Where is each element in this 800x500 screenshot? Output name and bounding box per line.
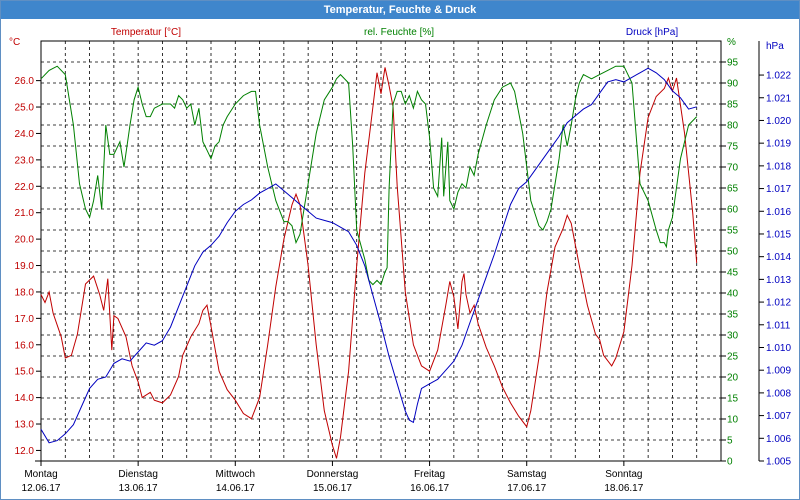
- pressure-tick-label: 1.014: [766, 252, 791, 263]
- humidity-tick-label: 85: [727, 100, 739, 111]
- humidity-series-label: rel. Feuchte [%]: [364, 27, 434, 38]
- axes: [35, 40, 764, 466]
- humidity-tick-label: 45: [727, 268, 739, 279]
- temperature-tick-label: 23.0: [15, 155, 35, 166]
- day-date-label: 13.06.17: [119, 483, 158, 494]
- humidity-tick-label: 90: [727, 79, 739, 90]
- humidity-tick-label: 60: [727, 205, 739, 216]
- pressure-tick-label: 1.015: [766, 229, 791, 240]
- day-weekday-label: Donnerstag: [307, 469, 359, 480]
- temperature-tick-label: 18.0: [15, 287, 35, 298]
- humidity-tick-label: 75: [727, 142, 739, 153]
- humidity-tick-label: 25: [727, 352, 739, 363]
- pressure-tick-label: 1.008: [766, 388, 791, 399]
- pressure-tick-label: 1.007: [766, 411, 791, 422]
- pressure-tick-label: 1.022: [766, 71, 791, 82]
- pressure-unit-label: hPa: [766, 41, 784, 52]
- humidity-unit-label: %: [727, 37, 736, 48]
- day-date-label: 15.06.17: [313, 483, 352, 494]
- pressure-tick-label: 1.011: [766, 320, 791, 331]
- pressure-series-line: [40, 67, 697, 444]
- temperature-tick-label: 25.0: [15, 103, 35, 114]
- humidity-tick-label: 40: [727, 289, 739, 300]
- temperature-tick-label: 20.0: [15, 235, 35, 246]
- day-weekday-label: Dienstag: [118, 469, 157, 480]
- temperature-tick-label: 16.0: [15, 340, 35, 351]
- temperature-tick-label: 24.0: [15, 129, 35, 140]
- series-layer: [40, 65, 698, 459]
- axis-labels: 12.0 13.0 14.0 15.0 16.0 17.0 18.0 19.0 20.0 21.0…: [9, 27, 791, 494]
- pressure-tick-label: 1.017: [766, 184, 791, 195]
- humidity-series-line: [40, 65, 698, 286]
- temperature-tick-label: 26.0: [15, 76, 35, 87]
- temperature-tick-label: 19.0: [15, 261, 35, 272]
- pressure-tick-label: 1.013: [766, 275, 791, 286]
- humidity-tick-label: 0: [727, 457, 733, 468]
- temperature-tick-label: 15.0: [15, 367, 35, 378]
- day-weekday-label: Samstag: [507, 469, 546, 480]
- day-weekday-label: Freitag: [414, 469, 445, 480]
- day-weekday-label: Sonntag: [605, 469, 642, 480]
- temperature-tick-label: 22.0: [15, 182, 35, 193]
- pressure-tick-label: 1.006: [766, 434, 791, 445]
- temperature-unit-label: °C: [9, 37, 20, 48]
- humidity-tick-label: 5: [727, 436, 733, 447]
- day-weekday-label: Mittwoch: [216, 469, 255, 480]
- humidity-tick-label: 15: [727, 394, 739, 405]
- humidity-tick-label: 20: [727, 373, 739, 384]
- day-date-label: 18.06.17: [604, 483, 643, 494]
- humidity-tick-label: 65: [727, 184, 739, 195]
- pressure-tick-label: 1.018: [766, 161, 791, 172]
- temperature-series-line: [40, 67, 698, 459]
- temperature-series-label: Temperatur [°C]: [111, 27, 181, 38]
- humidity-tick-label: 50: [727, 247, 739, 258]
- temperature-tick-label: 21.0: [15, 208, 35, 219]
- humidity-tick-label: 95: [727, 58, 739, 69]
- humidity-tick-label: 80: [727, 121, 739, 132]
- temperature-tick-label: 17.0: [15, 314, 35, 325]
- humidity-tick-label: 55: [727, 226, 739, 237]
- humidity-tick-label: 10: [727, 415, 739, 426]
- pressure-tick-label: 1.012: [766, 298, 791, 309]
- pressure-series-label: Druck [hPa]: [626, 27, 678, 38]
- day-weekday-label: Montag: [24, 469, 57, 480]
- humidity-tick-label: 70: [727, 163, 739, 174]
- humidity-tick-label: 30: [727, 331, 739, 342]
- grid: [41, 41, 721, 462]
- day-date-label: 17.06.17: [507, 483, 546, 494]
- temperature-tick-label: 14.0: [15, 393, 35, 404]
- pressure-tick-label: 1.020: [766, 116, 791, 127]
- day-date-label: 16.06.17: [410, 483, 449, 494]
- pressure-tick-label: 1.009: [766, 366, 791, 377]
- pressure-tick-label: 1.010: [766, 343, 791, 354]
- chart-canvas: 12.0 13.0 14.0 15.0 16.0 17.0 18.0 19.0 20.0 21.0…: [9, 27, 791, 494]
- day-date-label: 14.06.17: [216, 483, 255, 494]
- temperature-tick-label: 12.0: [15, 446, 35, 457]
- temperature-tick-label: 13.0: [15, 420, 35, 431]
- pressure-tick-label: 1.016: [766, 207, 791, 218]
- humidity-tick-label: 35: [727, 310, 739, 321]
- pressure-tick-label: 1.005: [766, 457, 791, 468]
- pressure-tick-label: 1.019: [766, 139, 791, 150]
- window-title: Temperatur, Feuchte & Druck: [1, 1, 799, 19]
- pressure-tick-label: 1.021: [766, 93, 791, 104]
- day-date-label: 12.06.17: [22, 483, 61, 494]
